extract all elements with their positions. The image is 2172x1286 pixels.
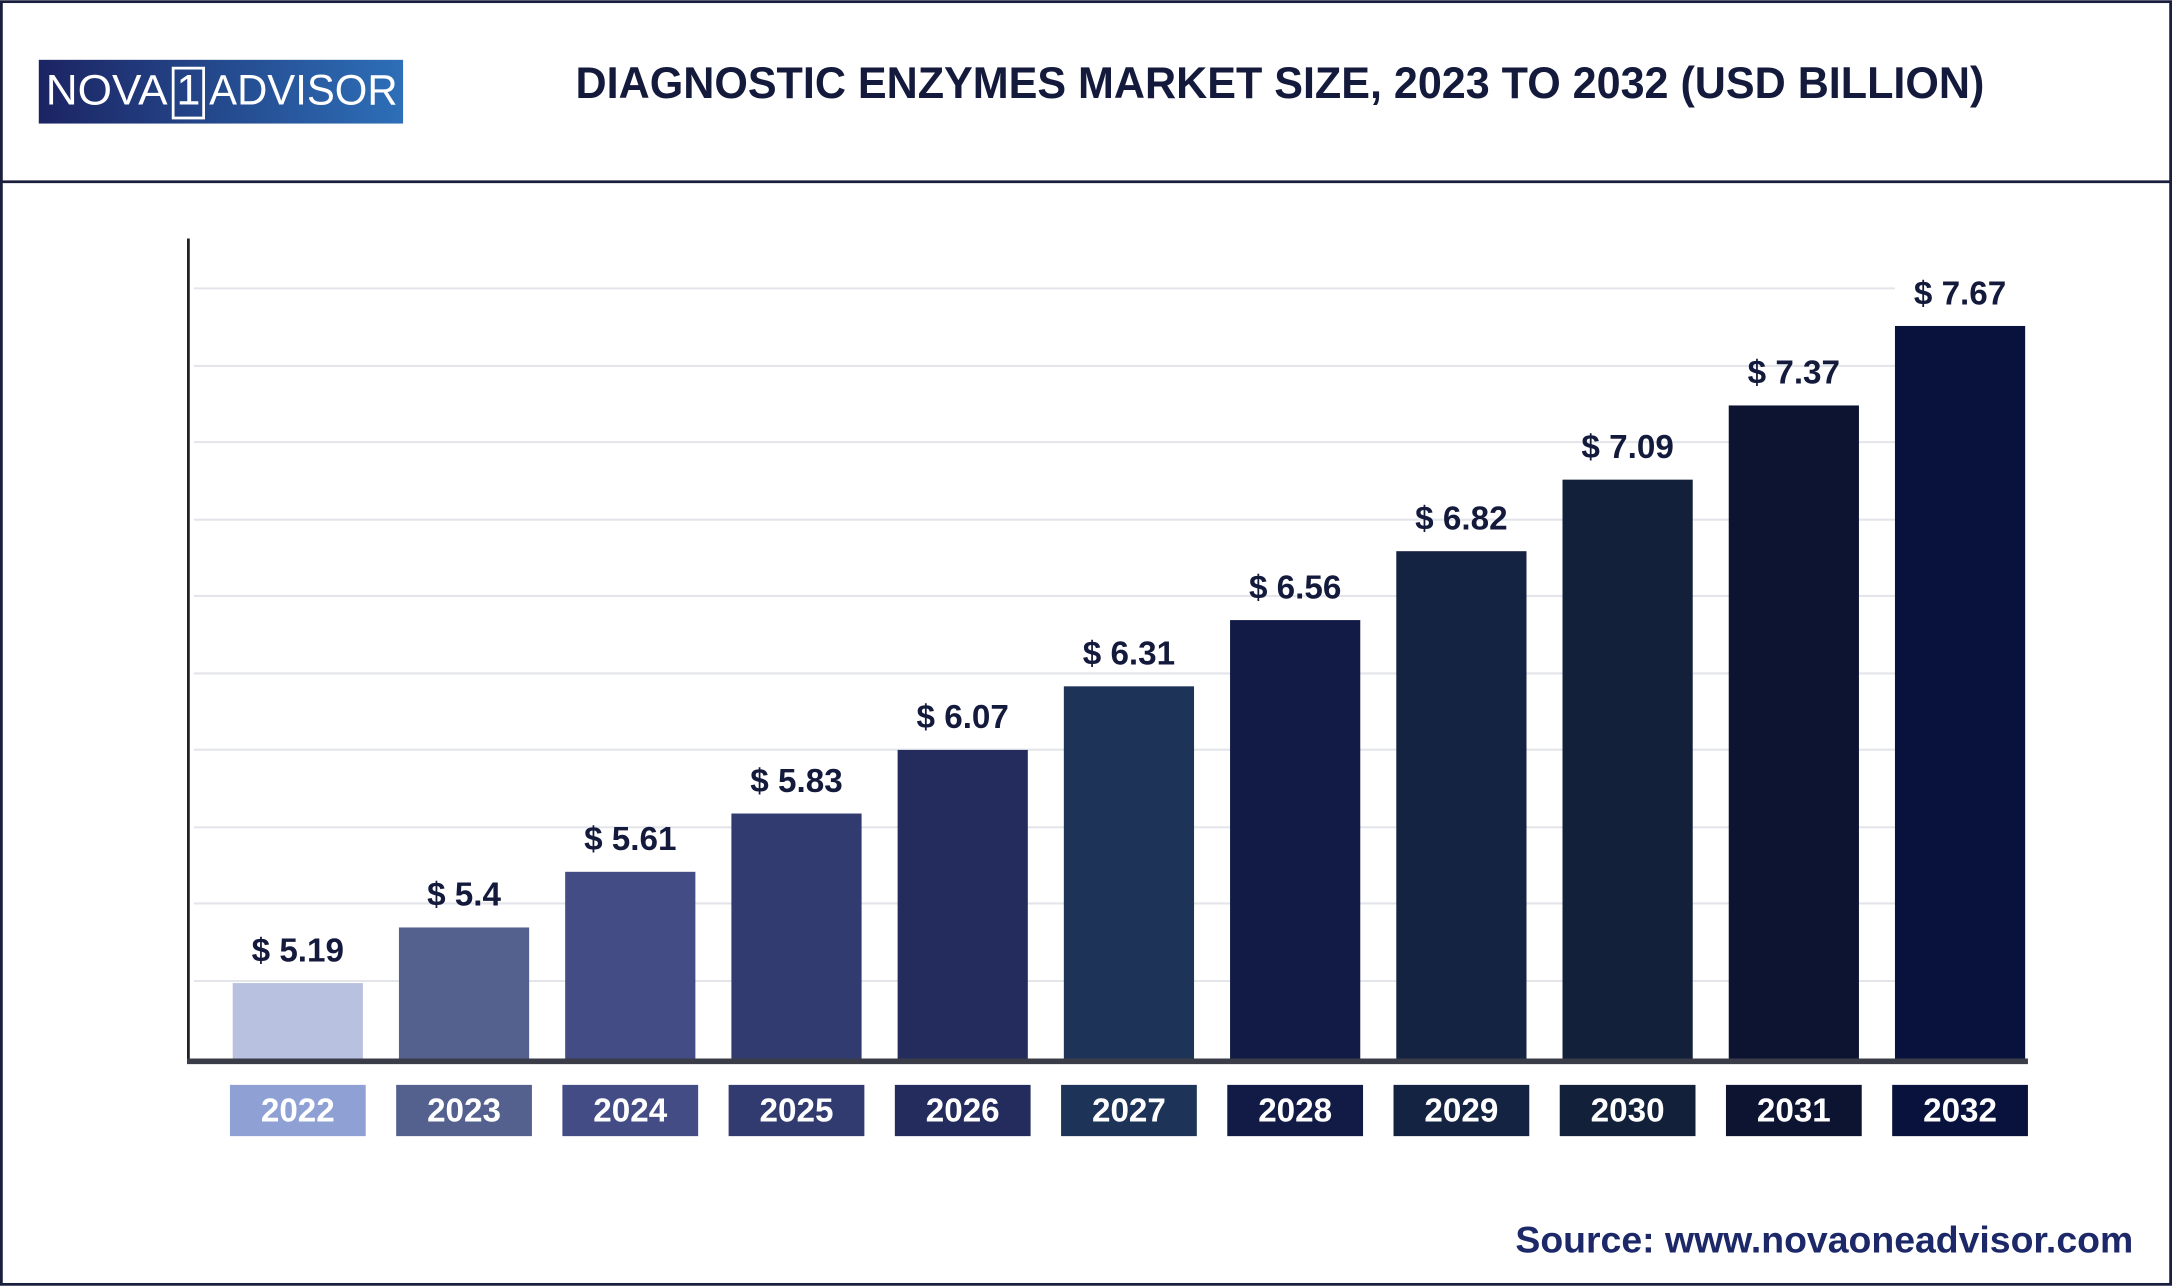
x-tick-label: 2031	[1757, 1092, 1831, 1129]
bars: $ 5.19 2022 $ 5.4 2023 $ 5.61 2024 $ 5.83 2025 $…	[229, 275, 2028, 1137]
x-tick-label: 2029	[1424, 1092, 1498, 1129]
logo-background	[38, 59, 404, 124]
value-label: $ 5.19	[252, 932, 344, 969]
x-tick-label: 2027	[1092, 1092, 1166, 1129]
chart-title: DIAGNOSTIC ENZYMES MARKET SIZE, 2023 TO …	[576, 59, 1985, 108]
value-label: $ 5.83	[750, 763, 842, 800]
value-label: $ 7.67	[1914, 275, 2006, 312]
value-label: $ 6.07	[917, 699, 1009, 736]
x-tick-box	[1061, 1084, 1197, 1137]
x-tick-label: 2028	[1258, 1092, 1332, 1129]
x-tick-box	[1227, 1084, 1364, 1137]
x-tick-box	[229, 1084, 366, 1137]
logo-text: ADVISOR	[209, 66, 397, 114]
bar	[1230, 620, 1361, 1060]
value-label: $ 7.09	[1581, 429, 1673, 466]
logo: NOVA 1 ADVISOR	[38, 59, 404, 124]
value-label: $ 5.61	[584, 821, 676, 858]
x-tick-label: 2022	[261, 1092, 335, 1129]
value-label: $ 7.37	[1748, 355, 1840, 392]
bar	[1063, 686, 1195, 1060]
x-tick-box	[728, 1084, 865, 1137]
x-tick-box	[1725, 1084, 1862, 1137]
x-tick-label: 2030	[1591, 1092, 1665, 1129]
logo-box	[171, 66, 206, 120]
x-tick-label: 2024	[593, 1092, 667, 1129]
x-tick-label: 2032	[1923, 1092, 1997, 1129]
value-label: $ 6.82	[1415, 500, 1507, 537]
bar	[1396, 551, 1527, 1060]
x-tick-box	[1559, 1084, 1696, 1137]
x-tick-box	[1393, 1084, 1530, 1137]
bar	[232, 983, 363, 1060]
bar	[1894, 325, 2026, 1060]
value-label: $ 5.4	[427, 877, 501, 914]
x-tick-label: 2025	[760, 1092, 834, 1129]
x-tick-box	[396, 1084, 532, 1137]
bar	[897, 749, 1028, 1060]
bar	[1728, 405, 1859, 1060]
bar	[731, 813, 862, 1060]
x-tick-box	[894, 1084, 1031, 1137]
x-tick-label: 2026	[926, 1092, 1000, 1129]
bar	[565, 871, 696, 1060]
value-label: $ 6.56	[1249, 569, 1341, 606]
bar	[1562, 479, 1693, 1060]
x-tick-box	[562, 1084, 699, 1137]
logo-text: NOVA	[46, 66, 168, 114]
logo-digit: 1	[176, 66, 200, 114]
x-tick-label: 2023	[427, 1092, 501, 1129]
value-label: $ 6.31	[1083, 636, 1175, 673]
bar	[398, 927, 530, 1060]
x-tick-box	[1892, 1084, 2028, 1137]
source-note: Source: www.novaoneadvisor.com	[1515, 1219, 2133, 1261]
